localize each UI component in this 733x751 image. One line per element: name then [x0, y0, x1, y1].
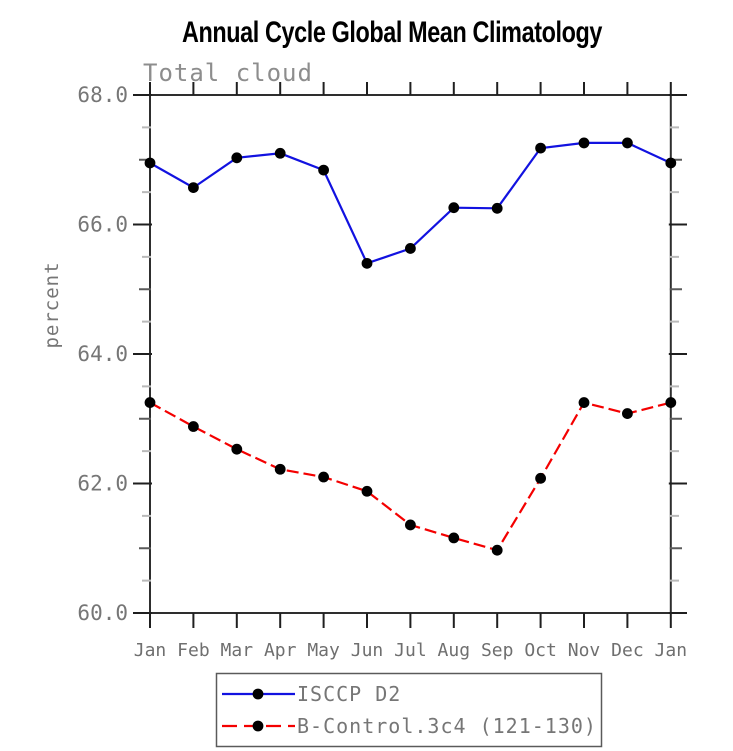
- y-tick-label: 62.0: [77, 472, 128, 496]
- data-point: [448, 532, 460, 544]
- x-tick-label: Jan: [655, 640, 688, 661]
- data-point: [405, 243, 416, 254]
- y-tick-label: 66.0: [77, 213, 128, 237]
- x-tick-label: May: [307, 640, 340, 661]
- chart-title: Annual Cycle Global Mean Climatology: [182, 15, 602, 48]
- series-isccp-d2: [144, 137, 677, 269]
- legend-label: B-Control.3c4 (121-130): [297, 714, 597, 738]
- x-tick-label: Aug: [438, 640, 471, 661]
- data-point: [491, 544, 503, 556]
- data-point: [144, 157, 156, 169]
- x-tick-label: Apr: [264, 640, 297, 661]
- data-point: [361, 257, 373, 269]
- data-point: [448, 202, 460, 214]
- data-point: [578, 397, 590, 408]
- data-point: [665, 157, 677, 169]
- data-point: [578, 137, 590, 149]
- data-point: [535, 472, 546, 484]
- legend-entry: B-Control.3c4 (121-130): [222, 714, 597, 738]
- x-tick-label: Dec: [611, 640, 644, 661]
- x-tick-label: Oct: [524, 640, 557, 661]
- legend: ISCCP D2 B-Control.3c4 (121-130): [215, 672, 603, 748]
- data-point: [274, 147, 286, 159]
- legend-box: [215, 672, 603, 748]
- x-tick-label: Jun: [351, 640, 384, 661]
- y-axis-label: percent: [41, 261, 63, 348]
- data-point: [188, 182, 199, 193]
- data-point: [665, 397, 677, 408]
- data-point: [274, 463, 286, 475]
- data-point: [361, 485, 373, 497]
- data-point: [188, 421, 199, 432]
- x-tick-label: Nov: [568, 640, 601, 661]
- data-point: [318, 471, 329, 483]
- chart-subtitle: Total cloud: [143, 59, 313, 87]
- y-tick-label: 68.0: [77, 83, 128, 107]
- series-b-control-3c4-121-130-: [144, 397, 677, 556]
- x-tick-label: Sep: [481, 640, 514, 661]
- x-tick-label: Jul: [394, 640, 427, 661]
- data-point: [622, 408, 633, 419]
- y-tick-label: 64.0: [77, 342, 128, 366]
- legend-sample-marker: [252, 720, 264, 732]
- legend-sample-marker: [252, 688, 264, 700]
- data-point: [231, 152, 243, 164]
- legend-entry: ISCCP D2: [222, 682, 401, 706]
- axis-frame: [149, 94, 672, 614]
- data-point: [622, 137, 633, 149]
- x-tick-label: Mar: [221, 640, 254, 661]
- data-point: [491, 202, 503, 214]
- plot-area: 60.0 62.0 64.0 66.0 68.0 Jan Feb Mar Apr May Jun Ju…: [77, 82, 687, 661]
- x-tick-label: Feb: [177, 640, 210, 661]
- data-point: [535, 142, 546, 154]
- data-point: [231, 443, 243, 455]
- y-tick-label: 60.0: [77, 601, 128, 625]
- data-point: [144, 397, 156, 408]
- legend-label: ISCCP D2: [297, 682, 401, 706]
- data-point: [318, 164, 329, 176]
- x-tick-label: Jan: [134, 640, 167, 661]
- data-point: [405, 519, 416, 531]
